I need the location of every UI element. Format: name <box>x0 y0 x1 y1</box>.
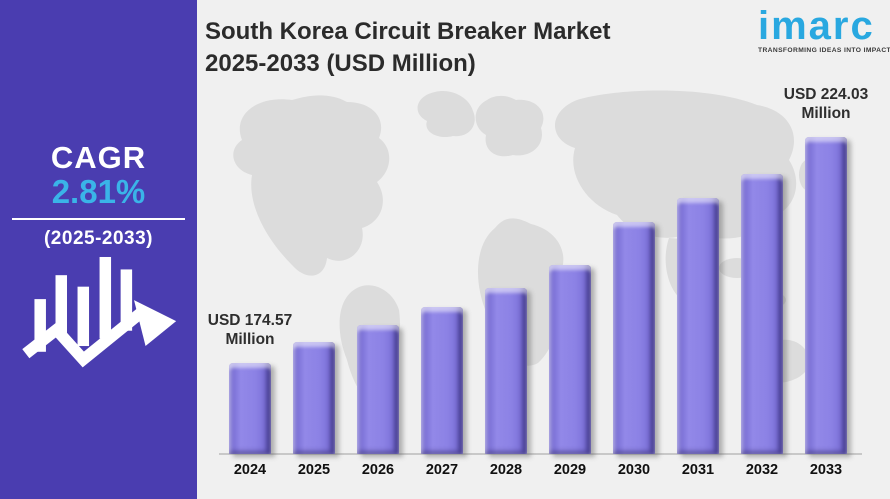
value-annotation-2024: USD 174.57 Million <box>207 312 293 348</box>
cagr-block: CAGR 2.81% (2025-2033) <box>10 142 187 250</box>
cagr-period: (2025-2033) <box>43 228 154 249</box>
bar-2029 <box>549 265 591 454</box>
bar-2028 <box>485 288 527 454</box>
bar-2024 <box>229 363 271 454</box>
year-label-2029: 2029 <box>553 462 587 478</box>
imarc-logo-tagline: TRANSFORMING IDEAS INTO IMPACT <box>758 47 890 54</box>
growth-chart-arrow-icon <box>22 256 177 368</box>
year-label-2025: 2025 <box>297 462 331 478</box>
cagr-divider <box>12 218 185 220</box>
bar-2030 <box>613 222 655 454</box>
year-label-2030: 2030 <box>617 462 651 478</box>
value-annotation-2033: USD 224.03 Million <box>783 86 869 122</box>
year-label-2026: 2026 <box>361 462 395 478</box>
imarc-logo: imarc TRANSFORMING IDEAS INTO IMPACT <box>758 4 890 54</box>
chart-title-line-1: South Korea Circuit Breaker Market <box>205 18 611 45</box>
bar-2031 <box>677 198 719 454</box>
bar-2027 <box>421 307 463 454</box>
bar-2033 <box>805 137 847 454</box>
year-label-2028: 2028 <box>489 462 523 478</box>
year-label-2024: 2024 <box>233 462 267 478</box>
chart-title-line-2: 2025-2033 (USD Million) <box>205 50 476 77</box>
bar-2025 <box>293 342 335 454</box>
year-label-2033: 2033 <box>809 462 843 478</box>
chart-title: South Korea Circuit Breaker Market 2025-… <box>205 16 675 80</box>
year-label-2031: 2031 <box>681 462 715 478</box>
cagr-sidebar: CAGR 2.81% (2025-2033) <box>0 0 197 499</box>
cagr-label: CAGR <box>50 140 147 175</box>
cagr-value: 2.81% <box>51 173 146 210</box>
year-label-2032: 2032 <box>745 462 779 478</box>
imarc-logo-text: imarc <box>758 4 875 48</box>
chart-baseline <box>219 453 862 455</box>
bar-2026 <box>357 325 399 454</box>
year-label-2027: 2027 <box>425 462 459 478</box>
bar-2032 <box>741 174 783 454</box>
